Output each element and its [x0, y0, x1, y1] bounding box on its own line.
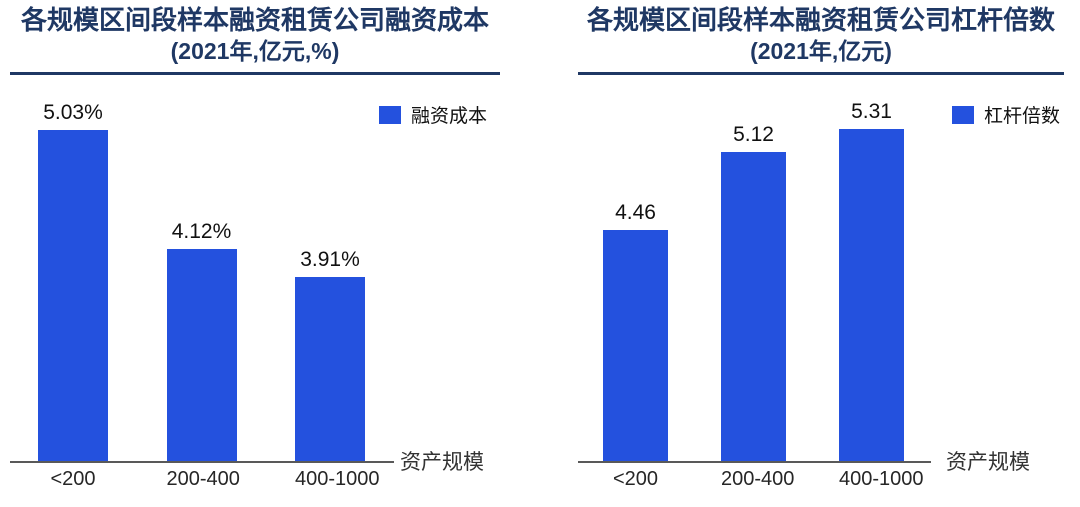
chart-subtitle: (2021年,亿元,%) [170, 37, 340, 64]
bar-group: 5.31 [839, 100, 904, 462]
bar-group: 3.91% [295, 248, 365, 462]
x-axis-line [578, 461, 931, 464]
bar-group: 4.46 [603, 201, 668, 462]
bar [38, 130, 108, 462]
x-tick-label: <200 [50, 468, 96, 491]
x-tick-label: 200-400 [721, 468, 795, 491]
legend: 融资成本 [378, 101, 487, 128]
chart-title: 各规模区间段样本融资租赁公司融资成本 [20, 5, 489, 35]
legend-swatch-icon [951, 105, 974, 124]
plot-area: 融资成本 5.03% 4.12% 3.91% <200 200-400 400-1000… [10, 75, 500, 490]
title-divider [578, 72, 1064, 76]
bar [166, 249, 237, 462]
bar-group: 5.12 [721, 123, 786, 462]
x-tick-label: 400-1000 [295, 468, 380, 491]
bar-value-label: 5.12 [733, 123, 774, 147]
chart-leverage-multiple: 各规模区间段样本融资租赁公司杠杆倍数 (2021年,亿元) 杠杆倍数 4.46 5… [578, 4, 1064, 490]
chart-title: 各规模区间段样本融资租赁公司杠杆倍数 [586, 5, 1055, 35]
bar [839, 129, 904, 462]
x-axis-ticks: <200 200-400 400-1000 [578, 468, 931, 491]
bar-series: 4.46 5.12 5.31 [578, 75, 931, 462]
x-tick-label: 400-1000 [839, 468, 924, 491]
bar-value-label: 5.03% [43, 101, 103, 125]
x-axis-title: 资产规模 [400, 451, 484, 475]
x-tick-label: 200-400 [166, 468, 240, 491]
chart-financing-cost: 各规模区间段样本融资租赁公司融资成本 (2021年,亿元,%) 融资成本 5.0… [10, 4, 500, 490]
bar-group: 4.12% [166, 220, 237, 462]
bar-value-label: 4.46 [615, 201, 656, 225]
bar-series: 5.03% 4.12% 3.91% [10, 75, 394, 462]
bar-value-label: 3.91% [300, 248, 360, 272]
title-divider [10, 72, 500, 76]
bar-value-label: 5.31 [851, 100, 892, 124]
plot-area: 杠杆倍数 4.46 5.12 5.31 <200 200-400 400-1000 资产… [578, 75, 1064, 490]
legend-label: 杠杆倍数 [983, 106, 1060, 128]
bar [721, 152, 786, 462]
legend-label: 融资成本 [410, 106, 487, 128]
bar [295, 277, 365, 462]
legend: 杠杆倍数 [951, 101, 1060, 128]
chart-subtitle: (2021年,亿元) [750, 37, 892, 64]
bar-value-label: 4.12% [171, 220, 232, 244]
bar-group: 5.03% [38, 101, 108, 462]
x-axis-ticks: <200 200-400 400-1000 [10, 468, 394, 491]
x-tick-label: <200 [612, 468, 659, 491]
bar [603, 230, 668, 462]
x-axis-line [10, 461, 394, 464]
x-axis-title: 资产规模 [946, 451, 1030, 475]
legend-swatch-icon [378, 105, 401, 124]
